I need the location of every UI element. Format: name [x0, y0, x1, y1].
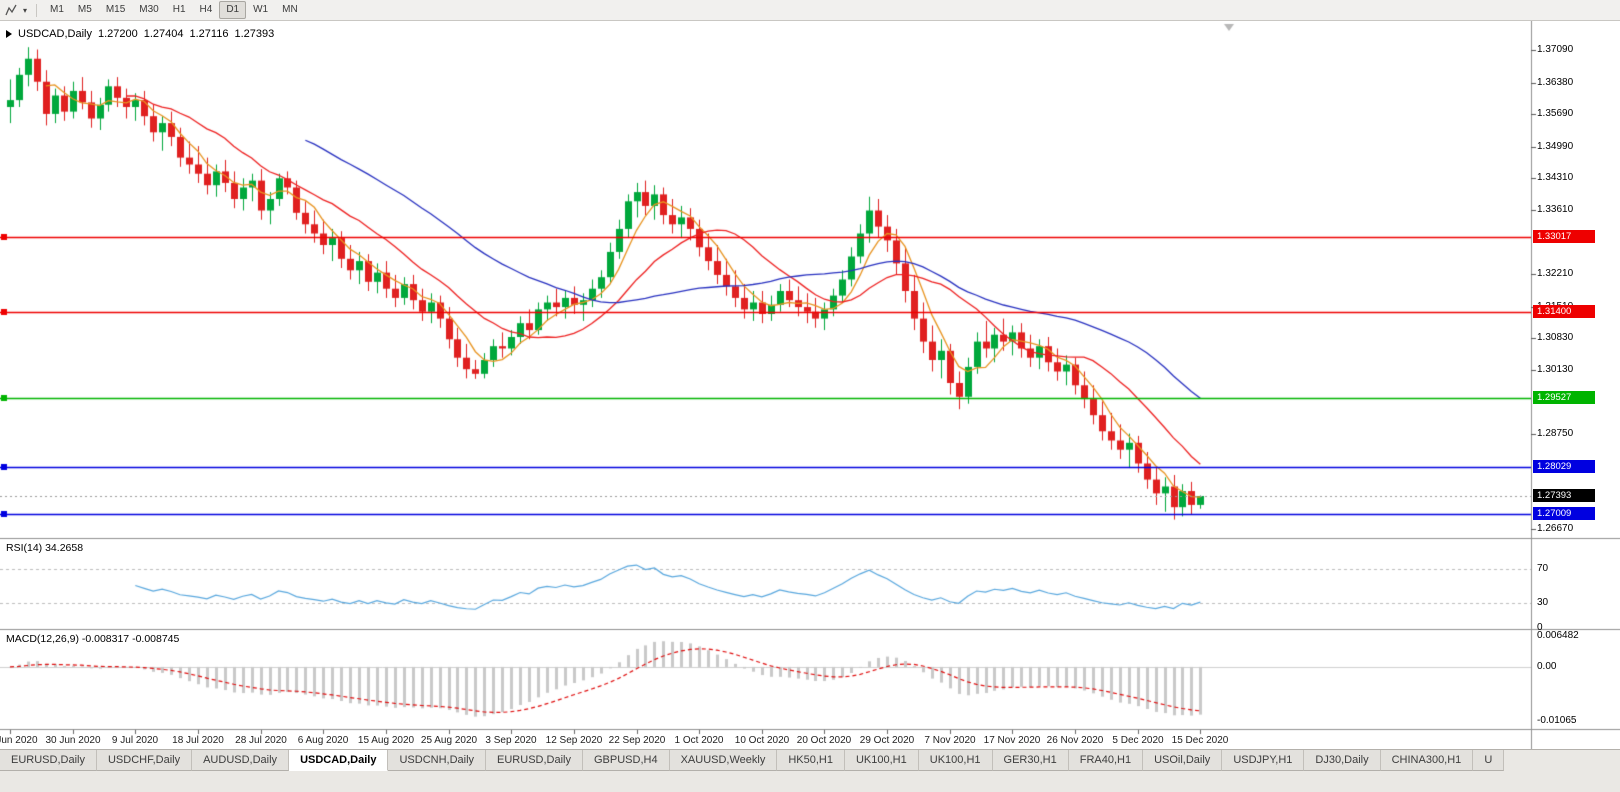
timeframe-button-mn[interactable]: MN — [282, 4, 298, 15]
symbol-tab-fra40-h1[interactable]: FRA40,H1 — [1068, 750, 1144, 771]
price-axis-label: 1.32210 — [1537, 268, 1574, 279]
candlestick-chart-canvas[interactable] — [0, 21, 1620, 749]
symbol-tab-xauusd-weekly[interactable]: XAUUSD,Weekly — [669, 750, 778, 771]
symbol-tab-china300-h1[interactable]: CHINA300,H1 — [1380, 750, 1474, 771]
symbol-tab-dj30-daily[interactable]: DJ30,Daily — [1304, 750, 1381, 771]
low-value: 1.27116 — [189, 28, 229, 40]
date-axis-label: 20 Oct 2020 — [796, 735, 852, 746]
macd-indicator-label: MACD(12,26,9) -0.008317 -0.008745 — [6, 633, 180, 645]
price-axis-label: 1.26670 — [1537, 523, 1574, 534]
date-axis-label: 15 Dec 2020 — [1171, 735, 1229, 746]
symbol-tab-hk50-h1[interactable]: HK50,H1 — [777, 750, 845, 771]
hline-price-badge: 1.28029 — [1533, 460, 1595, 473]
timeframe-button-m30[interactable]: M30 — [139, 4, 159, 15]
hline-price-badge: 1.33017 — [1533, 230, 1595, 243]
timeframe-button-h1[interactable]: H1 — [172, 4, 186, 15]
price-axis-label: 1.28750 — [1537, 428, 1574, 439]
date-axis-label: 5 Dec 2020 — [1112, 735, 1164, 746]
price-axis-label: 1.36380 — [1537, 77, 1574, 88]
symbol-tab-usoil-daily[interactable]: USOil,Daily — [1143, 750, 1223, 771]
date-axis-label: 29 Oct 2020 — [859, 735, 915, 746]
timeframe-button-m5[interactable]: M5 — [77, 4, 92, 15]
price-axis-label: 1.30830 — [1537, 332, 1574, 343]
timeframe-button-group: M1 M5 M15 M30 H1 H4 D1 W1 MN — [43, 1, 305, 19]
hline-price-badge: 1.27009 — [1533, 507, 1595, 520]
macd-axis-label: 0.00 — [1537, 661, 1557, 672]
close-value: 1.27393 — [234, 28, 275, 40]
open-value: 1.27200 — [97, 28, 138, 40]
date-axis-label: 7 Nov 2020 — [924, 735, 976, 746]
price-axis-label: 1.33610 — [1537, 204, 1574, 215]
current-price-badge: 1.27393 — [1533, 489, 1595, 502]
date-axis-label: 18 Jul 2020 — [172, 735, 224, 746]
symbol-tab-usdjpy-h1[interactable]: USDJPY,H1 — [1222, 750, 1305, 771]
rsi-axis-label: 70 — [1537, 563, 1549, 574]
price-axis-label: 1.30130 — [1537, 364, 1574, 375]
chart-window: USDCAD,Daily 1.27200 1.27404 1.27116 1.2… — [0, 21, 1620, 749]
symbol-tab-eurusd-daily[interactable]: EURUSD,Daily — [486, 750, 583, 771]
macd-axis-label: -0.01065 — [1537, 715, 1577, 726]
chart-marker-icon — [6, 30, 12, 38]
symbol-tab-audusd-daily[interactable]: AUDUSD,Daily — [192, 750, 290, 771]
date-axis-label: 1 Oct 2020 — [674, 735, 724, 746]
symbol-tabs: EURUSD,Daily USDCHF,Daily AUDUSD,Daily USDC… — [0, 750, 1620, 771]
symbol-tab-u[interactable]: U — [1473, 750, 1505, 771]
price-axis-label: 1.34990 — [1537, 141, 1574, 152]
date-axis-label: 26 Nov 2020 — [1046, 735, 1104, 746]
hline-price-badge: 1.29527 — [1533, 391, 1595, 404]
top-toolbar: ▾ M1 M5 M15 M30 H1 H4 D1 W1 MN — [0, 0, 1620, 21]
timeframe-button-m15[interactable]: M15 — [105, 4, 126, 15]
timeframe-button-h4[interactable]: H4 — [199, 4, 213, 15]
symbol-tab-ger30-h1[interactable]: GER30,H1 — [992, 750, 1069, 771]
date-axis-label: 9 Jul 2020 — [111, 735, 159, 746]
symbol-tab-usdchf-daily[interactable]: USDCHF,Daily — [96, 750, 193, 771]
date-axis-label: 20 Jun 2020 — [0, 735, 38, 746]
symbol-tab-uk100-h1[interactable]: UK100,H1 — [918, 750, 993, 771]
price-axis-label: 1.34310 — [1537, 172, 1574, 183]
symbol-tab-eurusd-daily[interactable]: EURUSD,Daily — [0, 750, 97, 771]
rsi-axis-label: 30 — [1537, 597, 1549, 608]
timeframe-button-w1[interactable]: W1 — [253, 4, 269, 15]
symbol-tab-gbpusd-h4[interactable]: GBPUSD,H4 — [583, 750, 670, 771]
date-axis-label: 6 Aug 2020 — [297, 735, 349, 746]
hline-price-badge: 1.31400 — [1533, 305, 1595, 318]
symbol-tab-usdcnh-daily[interactable]: USDCNH,Daily — [388, 750, 487, 771]
rsi-indicator-label: RSI(14) 34.2658 — [6, 542, 84, 554]
symbol-tab-uk100-h1[interactable]: UK100,H1 — [844, 750, 919, 771]
dropdown-arrow-icon[interactable]: ▾ — [22, 5, 27, 15]
rsi-axis-label: 0 — [1537, 622, 1543, 633]
price-axis-label: 1.35690 — [1537, 108, 1574, 119]
price-axis-label: 1.37090 — [1537, 44, 1574, 55]
timeframe-button-d1[interactable]: D1 — [219, 1, 247, 19]
date-axis-label: 12 Sep 2020 — [545, 735, 603, 746]
symbol-tab-usdcad-daily[interactable]: USDCAD,Daily — [289, 750, 389, 771]
date-axis-label: 28 Jul 2020 — [235, 735, 287, 746]
symbol-tabbar: EURUSD,Daily USDCHF,Daily AUDUSD,Daily USDC… — [0, 749, 1620, 792]
chart-title: USDCAD,Daily 1.27200 1.27404 1.27116 1.2… — [6, 28, 274, 40]
date-axis-label: 22 Sep 2020 — [608, 735, 666, 746]
date-axis-label: 30 Jun 2020 — [45, 735, 101, 746]
date-axis-label: 25 Aug 2020 — [420, 735, 478, 746]
timeframe-button-m1[interactable]: M1 — [50, 4, 64, 15]
date-axis-label: 10 Oct 2020 — [734, 735, 790, 746]
date-axis-label: 3 Sep 2020 — [485, 735, 537, 746]
chart-line-tool-icon[interactable] — [3, 2, 19, 18]
date-axis-label: 17 Nov 2020 — [983, 735, 1041, 746]
date-axis-label: 15 Aug 2020 — [357, 735, 415, 746]
symbol-period-label: USDCAD,Daily — [18, 28, 92, 40]
macd-axis-label: 0.006482 — [1537, 630, 1579, 641]
toolbar-separator — [36, 3, 37, 17]
high-value: 1.27404 — [143, 28, 184, 40]
